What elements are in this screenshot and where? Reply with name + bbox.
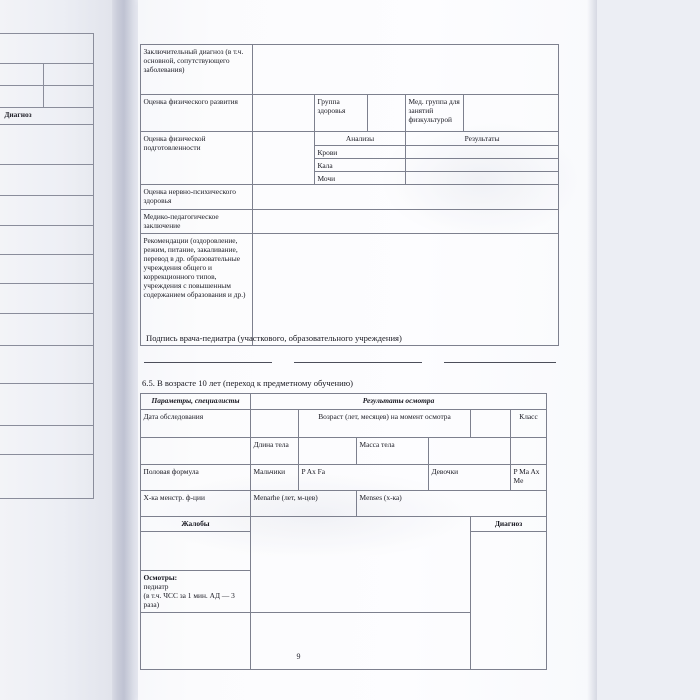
table-row xyxy=(140,531,548,670)
table-row: Рекомендации (оздоровление, режим, питан… xyxy=(140,233,560,347)
age-10-examination-table: Параметры, специалисты Результаты осмотр… xyxy=(140,393,548,670)
cell-analysis-urine-value[interactable] xyxy=(404,171,560,186)
cell-menses-label: Menses (х-ка) xyxy=(355,490,548,517)
cell-analysis-feces-value[interactable] xyxy=(404,158,560,173)
table-row: Медико-педагогическое заключение xyxy=(140,209,560,235)
page-number: 9 xyxy=(296,652,301,661)
table-row: Кала xyxy=(141,158,560,173)
cell-health-group-label: Группа здоровья xyxy=(314,94,368,132)
cell-body-mass-label: Масса тела xyxy=(356,437,429,465)
cell-analysis-blood-value[interactable] xyxy=(404,144,560,160)
cell-girls-formula: P Ma Ax Me xyxy=(509,464,548,491)
cell-age-at-exam-value[interactable] xyxy=(470,409,511,438)
cell-pe-group-value[interactable] xyxy=(462,94,560,132)
signature-rule-3 xyxy=(444,362,556,363)
cell-body-length-value[interactable] xyxy=(298,437,357,465)
cell-age-at-exam-label: Возраст (лет, месяцев) на момент осмотра xyxy=(298,409,471,438)
table-row xyxy=(140,612,547,670)
cell-health-group-value[interactable] xyxy=(367,94,406,132)
examinations-note: (в т.ч. ЧСС за 1 мин. АД — 3 раза) xyxy=(143,590,235,609)
cell-analysis-blood-label: Крови xyxy=(314,144,406,160)
cell-analyses-header: Анализы xyxy=(314,131,406,146)
examinations-title: Осмотры: xyxy=(143,572,178,582)
cell-examinations-results[interactable] xyxy=(250,612,471,670)
cell-recommendations-label: Рекомендации (оздоровление, режим, питан… xyxy=(140,233,253,347)
table-row: Оценка нервно-психического здоровья xyxy=(140,184,560,211)
cell-body-mass-value[interactable] xyxy=(428,437,511,465)
cell-results-header: Результаты осмотра xyxy=(249,393,548,410)
table-row: Длина тела Масса тела xyxy=(140,437,548,465)
cell-complaints-header: Жалобы xyxy=(140,516,251,532)
table-row: Осмотры: педиатр (в т.ч. ЧСС за 1 мин. А… xyxy=(140,570,547,613)
cell-physical-development-label: Оценка физического развития xyxy=(140,94,253,132)
cell-physical-fitness-label: Оценка физической подготовленности xyxy=(140,130,253,186)
cell-class-label: Класс xyxy=(509,409,548,438)
cell-neuropsych-label: Оценка нервно-психического здоровья xyxy=(140,184,253,211)
book-gutter xyxy=(112,0,138,700)
table-row: Половая формула Мальчики P Ax Fa Девочки… xyxy=(140,464,548,491)
table-row: Жалобы Диагноз xyxy=(140,516,548,613)
cell-menarche-label: Menarhe (лет, м-цев) xyxy=(250,490,357,517)
cell-complaints-value[interactable] xyxy=(250,516,471,613)
signature-rule-2 xyxy=(294,362,422,363)
signature-caption: Подпись врача-педиатра (участкового, обр… xyxy=(146,333,402,343)
cell-examinations-label: Осмотры: педиатр (в т.ч. ЧСС за 1 мин. А… xyxy=(140,570,251,613)
cell-analysis-feces-label: Кала xyxy=(314,158,406,173)
table-row: Оценка физической подготовленности Анали… xyxy=(140,130,560,186)
cell-exam-date-value[interactable] xyxy=(250,409,299,438)
cell-complaints-notes[interactable] xyxy=(140,531,251,571)
cell-diagnosis-value[interactable] xyxy=(469,531,548,670)
cell-body-length-label: Длина тела xyxy=(250,437,299,465)
cell-exam-date-label: Дата обследования xyxy=(140,409,251,438)
signature-rules xyxy=(144,362,564,368)
cell-physical-fitness-value[interactable] xyxy=(252,130,315,186)
facing-page-diagnosis-header: Диагноз xyxy=(0,107,94,125)
cell-results-header: Результаты xyxy=(404,131,560,146)
cell-parameters-header: Параметры, специалисты xyxy=(140,393,251,410)
cell-recommendations-value[interactable] xyxy=(251,233,560,347)
cell-anthropometry-label xyxy=(140,437,251,465)
background-outside-book xyxy=(597,0,700,700)
table-row: Мочи xyxy=(141,171,560,186)
cell-neuropsych-value[interactable] xyxy=(251,184,560,211)
cell-physical-development-value[interactable] xyxy=(252,94,315,132)
table-row: Параметры, специалисты Результаты осмотр… xyxy=(140,393,548,410)
signature-rule-1 xyxy=(144,362,272,363)
table-row: Заключительный диагноз (в т.ч. основной,… xyxy=(140,44,560,95)
table-row: Дата обследования Возраст (лет, месяцев)… xyxy=(140,409,548,438)
cell-pe-group-label: Мед. группа для занятий физкультурой xyxy=(405,94,464,132)
cell-final-diagnosis-value[interactable] xyxy=(251,44,560,95)
cell-anthropometry-extra[interactable] xyxy=(509,437,548,465)
cell-boys-formula: P Ax Fa xyxy=(298,464,429,491)
table-row: Х-ка менстр. ф-ции Menarhe (лет, м-цев) … xyxy=(140,490,548,517)
cell-final-diagnosis-label: Заключительный диагноз (в т.ч. основной,… xyxy=(140,44,253,95)
section-heading: 6.5. В возрасте 10 лет (переход к предме… xyxy=(142,378,353,388)
cell-girls-label: Девочки xyxy=(428,464,511,491)
health-summary-table: Заключительный диагноз (в т.ч. основной,… xyxy=(140,44,560,347)
cell-boys-label: Мальчики xyxy=(250,464,299,491)
cell-sexual-formula-label: Половая формула xyxy=(140,464,251,491)
cell-analysis-urine-label: Мочи xyxy=(314,171,406,186)
cell-diagnosis-header: Диагноз xyxy=(469,516,548,532)
examinations-pediatrician: педиатр xyxy=(143,581,169,591)
cell-menstrual-char-label: Х-ка менстр. ф-ции xyxy=(140,490,251,517)
cell-examinations-blank[interactable] xyxy=(140,612,251,670)
cell-medped-conclusion-label: Медико-педагогическое заключение xyxy=(140,209,253,235)
facing-page-table: Диагноз xyxy=(0,33,95,499)
table-row: Оценка физического развития Группа здоро… xyxy=(140,94,560,132)
cell-medped-conclusion-value[interactable] xyxy=(251,209,560,235)
